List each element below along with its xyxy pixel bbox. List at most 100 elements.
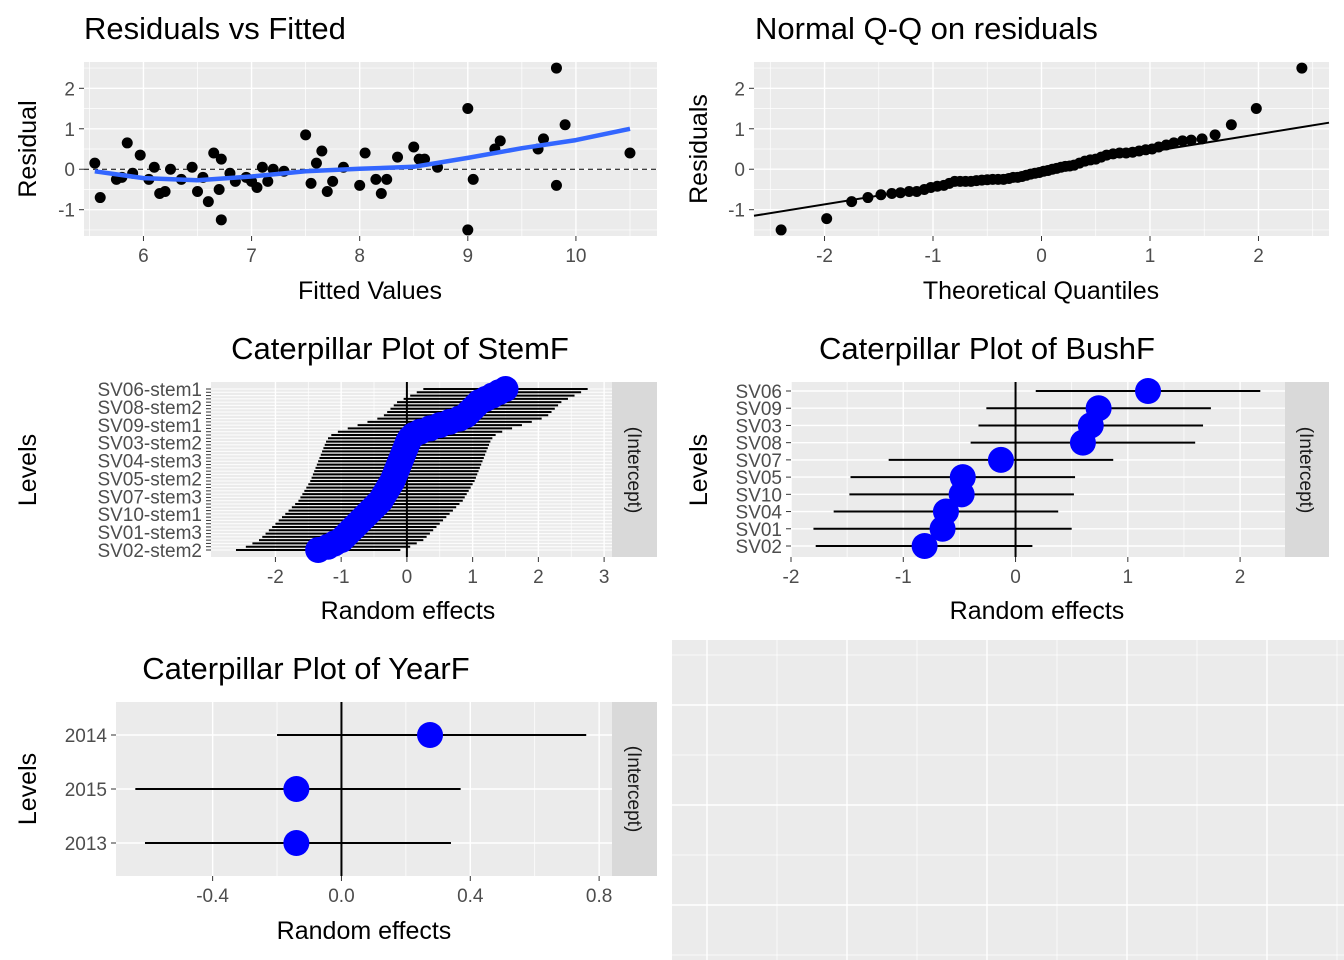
resid-point bbox=[537, 133, 549, 145]
resid-point bbox=[251, 181, 263, 193]
resid-point bbox=[134, 149, 146, 161]
qq-point bbox=[886, 188, 898, 200]
resid-y-tick-label: 1 bbox=[64, 120, 75, 141]
bush-level-label: SV06 bbox=[736, 382, 782, 403]
qq-point bbox=[775, 224, 787, 236]
stem-y-axis-title: Levels bbox=[14, 434, 42, 506]
bush-level-label: SV04 bbox=[736, 503, 783, 524]
resid-point bbox=[359, 147, 371, 159]
bush-level-label: SV03 bbox=[736, 416, 782, 437]
stem-level-label: SV02-stem2 bbox=[97, 541, 202, 562]
resid-x-axis-title: Fitted Values bbox=[298, 277, 442, 305]
resid-point bbox=[186, 161, 198, 173]
year-effect-point bbox=[417, 722, 444, 748]
year-level-label: 2014 bbox=[65, 726, 108, 747]
qq-y-tick-label: -1 bbox=[728, 201, 745, 222]
bush-strip bbox=[1285, 382, 1329, 557]
bush-effect-point bbox=[911, 533, 938, 559]
bush-level-label: SV08 bbox=[736, 434, 782, 455]
year-effect-point bbox=[283, 776, 310, 802]
qq-point bbox=[846, 196, 858, 208]
bush-level-label: SV07 bbox=[736, 451, 782, 472]
resid-point bbox=[316, 145, 328, 157]
qq-point bbox=[1177, 135, 1189, 147]
resid-x-tick-label: 9 bbox=[463, 246, 474, 267]
resid-point bbox=[215, 214, 227, 226]
resid-point bbox=[256, 161, 268, 173]
qq-point bbox=[903, 185, 915, 197]
resid-point bbox=[89, 157, 101, 169]
resid-point bbox=[467, 173, 479, 185]
empty-panel bbox=[672, 640, 1344, 960]
caterpillar-year-panel: Caterpillar Plot of YearF (Intercept) -0… bbox=[14, 651, 657, 945]
bush-x-tick-label: 0 bbox=[1010, 567, 1021, 588]
qq-title: Normal Q-Q on residuals bbox=[755, 11, 1098, 46]
qq-y-axis-title: Residuals bbox=[685, 94, 713, 204]
year-title: Caterpillar Plot of YearF bbox=[142, 651, 469, 686]
bush-effect-point bbox=[948, 481, 975, 508]
stem-level-label: SV10-stem1 bbox=[97, 505, 202, 526]
qq-y-tick-label: 2 bbox=[734, 79, 745, 100]
resid-point bbox=[164, 163, 176, 175]
qq-point bbox=[875, 189, 887, 201]
bush-effect-point bbox=[929, 515, 956, 542]
qq-point bbox=[862, 192, 874, 204]
bush-strip-label: (Intercept) bbox=[1295, 427, 1316, 514]
resid-point bbox=[370, 173, 382, 185]
resid-point bbox=[321, 185, 333, 197]
resid-point bbox=[159, 185, 171, 197]
resid-point bbox=[354, 179, 366, 191]
year-strip-label: (Intercept) bbox=[623, 746, 644, 833]
qq-point bbox=[821, 213, 833, 225]
year-x-axis-title: Random effects bbox=[277, 917, 452, 945]
stem-level-label: SV01-stem3 bbox=[97, 523, 202, 544]
qq-y-tick-label: 0 bbox=[734, 160, 745, 181]
normal-qq-panel: Normal Q-Q on residuals -2 -1 0 1 2 -1 0 1 2 The… bbox=[685, 11, 1330, 305]
stem-x-tick-label: 3 bbox=[599, 567, 610, 588]
qq-x-tick-label: 2 bbox=[1253, 246, 1264, 267]
bush-level-label: SV09 bbox=[736, 399, 782, 420]
qq-y-tick-label: 1 bbox=[734, 120, 745, 141]
stem-x-tick-label: 1 bbox=[467, 567, 478, 588]
stem-title: Caterpillar Plot of StemF bbox=[231, 331, 569, 366]
resid-point bbox=[462, 103, 474, 115]
resid-point bbox=[305, 177, 317, 189]
bush-x-tick-label: 2 bbox=[1235, 567, 1246, 588]
resid-point bbox=[121, 137, 133, 149]
qq-point bbox=[1168, 137, 1180, 149]
caterpillar-bush-panel: Caterpillar Plot of BushF (Intercept) -2… bbox=[685, 331, 1329, 625]
stem-level-label: SV04-stem3 bbox=[97, 452, 202, 473]
stem-level-label: SV03-stem2 bbox=[97, 434, 202, 455]
bush-level-label: SV10 bbox=[736, 485, 782, 506]
qq-point bbox=[1250, 103, 1262, 115]
resid-x-tick-label: 10 bbox=[565, 246, 586, 267]
bush-effect-point bbox=[987, 446, 1014, 473]
resid-point bbox=[408, 141, 420, 153]
stem-strip bbox=[612, 382, 657, 557]
resid-point bbox=[202, 196, 214, 208]
bush-y-axis-title: Levels bbox=[685, 434, 713, 506]
year-x-tick-label: 0.8 bbox=[586, 886, 612, 907]
bush-title: Caterpillar Plot of BushF bbox=[819, 331, 1155, 366]
stem-x-axis-title: Random effects bbox=[321, 597, 496, 625]
resid-point bbox=[213, 183, 225, 195]
year-y-axis-title: Levels bbox=[14, 753, 42, 825]
resid-point bbox=[624, 147, 636, 159]
stem-level-label: SV09-stem1 bbox=[97, 416, 202, 437]
bush-level-label: SV02 bbox=[736, 537, 782, 558]
resid-point bbox=[192, 185, 204, 197]
qq-x-tick-label: 0 bbox=[1036, 246, 1047, 267]
resid-y-tick-label: -1 bbox=[58, 201, 75, 222]
resid-point bbox=[550, 179, 562, 191]
resid-point bbox=[462, 224, 474, 236]
resid-point bbox=[327, 175, 339, 187]
resid-point bbox=[208, 147, 220, 159]
resid-title: Residuals vs Fitted bbox=[84, 11, 346, 46]
bush-effect-point bbox=[1135, 378, 1162, 404]
year-level-label: 2013 bbox=[65, 834, 107, 855]
resid-point bbox=[392, 151, 404, 163]
qq-x-tick-label: 1 bbox=[1145, 246, 1156, 267]
year-x-tick-label: 0.0 bbox=[328, 886, 354, 907]
resid-y-tick-label: 2 bbox=[64, 79, 75, 100]
year-x-tick-label: -0.4 bbox=[196, 886, 229, 907]
